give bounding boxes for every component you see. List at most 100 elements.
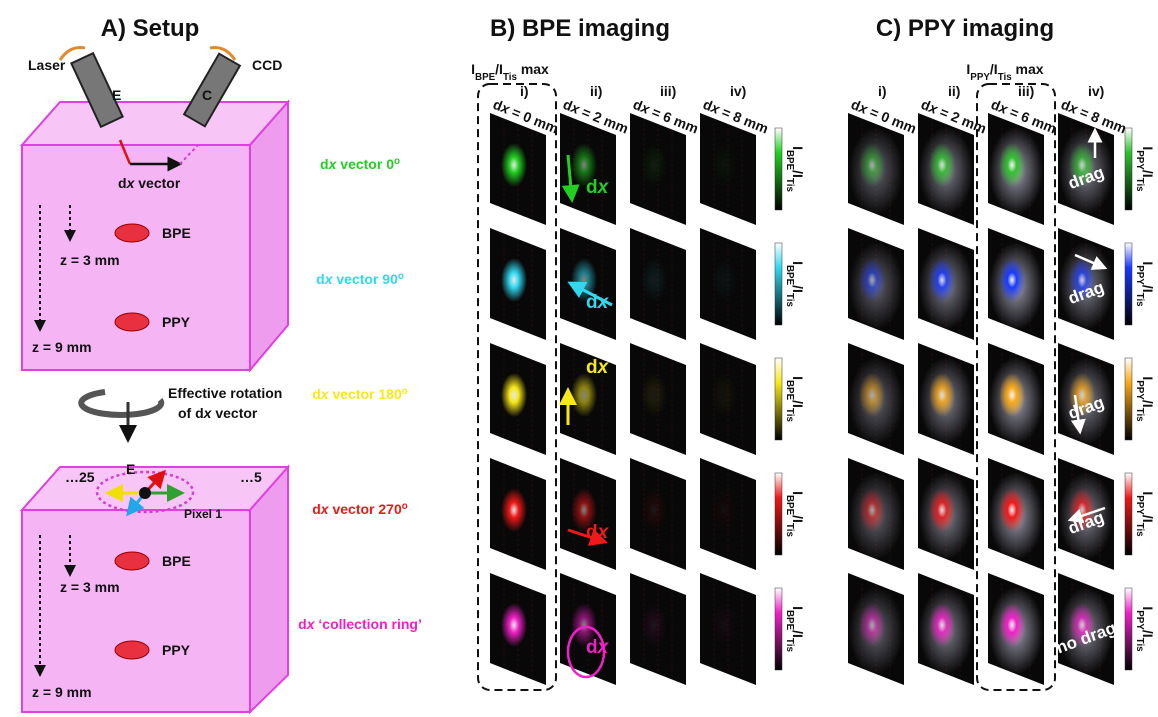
label-part: Tis (1135, 523, 1146, 538)
label: IBPE/ITis (785, 261, 807, 307)
signal (501, 488, 527, 532)
label-part: I (1140, 376, 1156, 380)
label: E (126, 461, 135, 477)
drag-arrow (1074, 253, 1108, 270)
label: z = 9 mm (32, 684, 92, 700)
label-part: vector (134, 175, 180, 191)
heatmap (918, 458, 974, 570)
heatmap (630, 343, 686, 455)
colorbar (1124, 472, 1133, 556)
colorbar (774, 242, 783, 326)
label-part: PPY (1135, 150, 1146, 170)
ccd-probe (182, 52, 242, 128)
label-part: vector 270 (329, 501, 402, 517)
panel-a: A) Setup Laser CCD E C dx vector BPE PPY… (19, 15, 291, 715)
label: PPY (162, 642, 191, 658)
heatmap (700, 113, 756, 225)
signal (859, 143, 885, 187)
label-part: o (398, 271, 404, 282)
signal (571, 603, 597, 647)
signal (711, 258, 737, 302)
colorbar (774, 472, 783, 556)
label-part: Tis (503, 72, 518, 83)
heatmap (700, 573, 756, 685)
label: dx ‘collection ring’ (298, 616, 422, 632)
heatmap (490, 343, 546, 455)
label: dx vector 270o (312, 501, 408, 518)
colorbar (1124, 357, 1133, 441)
label: BPE (162, 553, 191, 569)
label-part: d (312, 501, 321, 517)
heatmap (848, 343, 904, 455)
label-part: Tis (1135, 178, 1146, 193)
label: dx vector 180o (312, 386, 408, 403)
label: IBPE/ITis (785, 146, 807, 192)
highlight-box (976, 83, 1056, 691)
label-part: Tis (1135, 408, 1146, 423)
label: PPY (162, 314, 191, 330)
signal (501, 373, 527, 417)
label-part: x (320, 386, 330, 402)
column-index: i) (520, 83, 529, 99)
label-part: o (394, 156, 400, 167)
heatmap (490, 113, 546, 225)
signal (641, 603, 667, 647)
heatmap (1058, 573, 1114, 685)
signal (501, 143, 527, 187)
label-part: Tis (785, 293, 796, 308)
label-part: BPE (785, 495, 796, 516)
box-top (19, 101, 291, 146)
label-part: BPE (475, 72, 496, 83)
label-part: x (597, 357, 610, 378)
label-part: /I (790, 630, 806, 638)
label-part: I (1140, 606, 1156, 610)
signal (711, 603, 737, 647)
label-part: x (597, 177, 610, 198)
label-part: x (203, 405, 213, 421)
signal (641, 373, 667, 417)
ppy-target (114, 640, 150, 660)
laser-probe (70, 51, 124, 129)
label: dx (586, 177, 610, 198)
direction-arrow (567, 281, 613, 307)
label-part: d (298, 616, 307, 632)
heatmap (490, 458, 546, 570)
highlight-box (477, 83, 557, 691)
signal (711, 488, 737, 532)
signal (929, 488, 955, 532)
label-part: d (316, 271, 325, 287)
direction-arrow (561, 154, 580, 203)
column-index: iii) (660, 83, 676, 99)
signal (999, 143, 1025, 187)
label-part: vector 0 (336, 156, 394, 172)
signal (641, 488, 667, 532)
signal (929, 603, 955, 647)
label-part: d (118, 175, 127, 191)
signal (999, 603, 1025, 647)
signal (641, 258, 667, 302)
label-part: d (312, 386, 321, 402)
label: z = 3 mm (60, 579, 120, 595)
label: Laser (28, 57, 66, 73)
label: IPPY/ITis (1135, 606, 1157, 652)
heatmap (988, 343, 1044, 455)
label-part: Tis (785, 408, 796, 423)
label-part: I (471, 61, 475, 77)
bpe-target (114, 551, 150, 571)
colorbar (1124, 242, 1133, 326)
label-part: I (790, 606, 806, 610)
label-part: Tis (785, 178, 796, 193)
collection-path (179, 144, 199, 165)
label: BPE (162, 225, 191, 241)
signal (929, 373, 955, 417)
signal (859, 488, 885, 532)
label-part: d (586, 637, 598, 658)
signal (859, 373, 885, 417)
colorbar (1124, 127, 1133, 211)
label-part: I (790, 376, 806, 380)
label: IPPY/ITis (1135, 491, 1157, 537)
heatmap (918, 343, 974, 455)
label-part: BPE (785, 265, 796, 286)
heatmap (848, 113, 904, 225)
